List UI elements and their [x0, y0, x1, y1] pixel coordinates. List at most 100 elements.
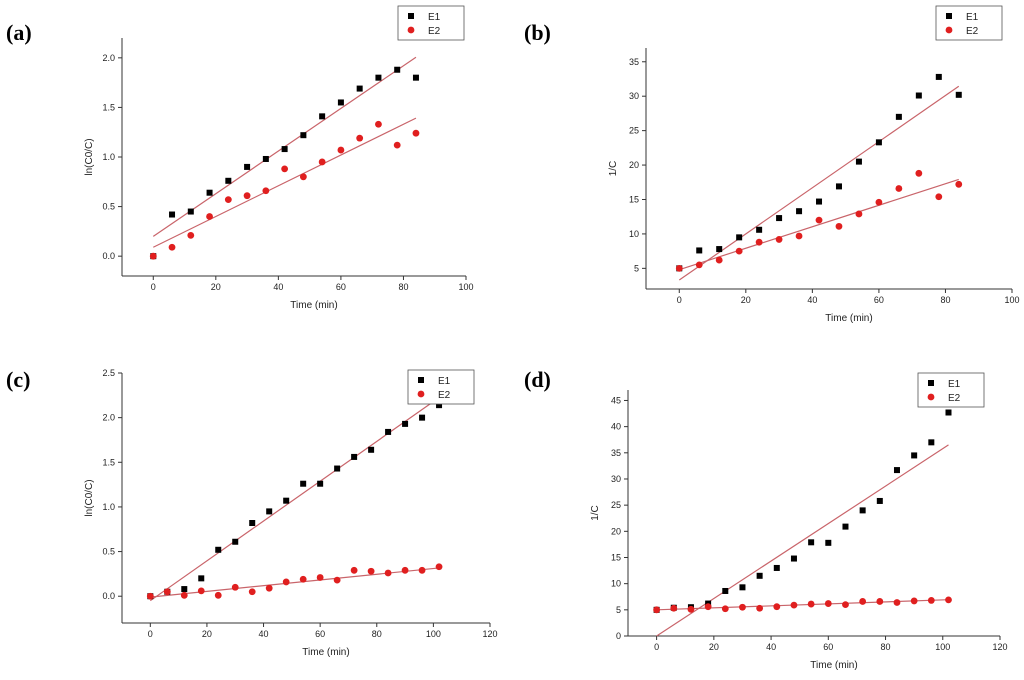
- y-axis-title: ln(C0/C): [84, 479, 95, 516]
- data-point-e2: [695, 261, 703, 269]
- y-tick-label: 45: [611, 395, 621, 405]
- data-point-e1: [915, 92, 922, 99]
- data-point-e2: [197, 587, 205, 595]
- data-point-e1: [225, 177, 232, 184]
- y-tick-label: 1.5: [102, 457, 115, 467]
- data-point-e2: [790, 601, 798, 609]
- data-point-e1: [756, 226, 763, 233]
- panel-label: (c): [6, 367, 30, 392]
- data-point-e2: [299, 575, 307, 583]
- legend-marker-e1: [418, 377, 424, 383]
- y-tick-label: 2.0: [102, 53, 115, 63]
- legend-marker-e1: [928, 380, 934, 386]
- y-axis-title: ln(C0/C): [84, 138, 95, 175]
- data-point-e2: [248, 588, 256, 596]
- data-point-e2: [739, 603, 746, 611]
- data-point-e1: [249, 520, 256, 526]
- legend-box: [917, 372, 985, 408]
- y-tick-label: 30: [629, 91, 639, 101]
- fit-line-e1: [149, 397, 440, 602]
- data-point-e1: [337, 99, 344, 106]
- legend-marker-e2: [945, 26, 953, 34]
- data-point-e2: [337, 146, 345, 154]
- x-tick-label: 20: [211, 282, 221, 292]
- panel-label: (b): [524, 20, 551, 45]
- data-point-e2: [895, 185, 903, 192]
- legend-marker-e2: [407, 26, 415, 34]
- data-point-e1: [232, 538, 239, 545]
- x-tick-label: 100: [935, 642, 950, 652]
- y-tick-label: 5: [616, 605, 621, 615]
- fit-line-e2: [679, 178, 959, 271]
- x-tick-label: 120: [992, 642, 1007, 652]
- data-point-e1: [436, 402, 443, 409]
- legend-marker-e2: [927, 393, 935, 401]
- data-point-e2: [927, 597, 935, 604]
- y-tick-label: 15: [611, 552, 621, 562]
- data-point-e2: [670, 604, 678, 612]
- x-tick-label: 60: [336, 282, 346, 292]
- fit-line-e2: [150, 567, 440, 598]
- legend-box: [407, 369, 475, 405]
- data-point-e1: [244, 163, 251, 170]
- data-point-e1: [955, 91, 962, 98]
- x-tick-label: 0: [677, 295, 682, 305]
- x-tick-label: 80: [398, 282, 408, 292]
- data-point-e1: [893, 467, 900, 474]
- y-tick-label: 25: [611, 500, 621, 510]
- data-point-e1: [300, 480, 307, 487]
- data-point-e1: [895, 113, 902, 120]
- data-point-e1: [696, 247, 703, 254]
- data-point-e1: [402, 420, 409, 427]
- data-point-e1: [419, 414, 426, 421]
- y-tick-label: 35: [629, 57, 639, 67]
- data-point-e1: [356, 85, 363, 92]
- x-axis-title: Time (min): [290, 300, 337, 311]
- data-point-e2: [435, 563, 443, 571]
- data-point-e1: [776, 215, 783, 222]
- data-point-e1: [375, 74, 382, 81]
- data-point-e2: [163, 588, 171, 596]
- data-point-e1: [859, 507, 866, 514]
- data-point-e2: [265, 584, 273, 592]
- data-point-e2: [735, 247, 743, 255]
- data-point-e1: [169, 211, 176, 218]
- data-point-e1: [739, 584, 746, 591]
- fit-line-e1: [678, 85, 960, 281]
- data-point-e2: [653, 606, 661, 614]
- legend-label-e2: E2: [948, 393, 961, 404]
- legend-label-e1: E1: [948, 379, 961, 390]
- data-point-e2: [756, 604, 764, 612]
- y-tick-label: 30: [611, 474, 621, 484]
- legend-label-e1: E1: [428, 12, 441, 23]
- data-point-e1: [262, 155, 269, 162]
- x-tick-label: 100: [1004, 295, 1019, 305]
- data-point-e2: [815, 216, 823, 224]
- x-tick-label: 40: [807, 295, 817, 305]
- data-point-e1: [351, 453, 358, 460]
- data-point-e1: [385, 428, 392, 435]
- legend-box: [935, 5, 1003, 41]
- legend-marker-e1: [408, 13, 414, 19]
- data-point-e2: [824, 600, 832, 607]
- legend-marker-e2: [417, 390, 425, 398]
- data-point-e2: [715, 256, 723, 264]
- x-tick-label: 100: [426, 629, 441, 639]
- data-point-e1: [796, 208, 803, 215]
- data-point-e2: [915, 169, 923, 177]
- data-point-e1: [281, 146, 288, 153]
- data-point-e2: [412, 129, 420, 137]
- legend-label-e2: E2: [966, 26, 979, 37]
- data-point-e1: [319, 113, 326, 120]
- y-tick-label: 15: [629, 194, 639, 204]
- data-point-e1: [206, 189, 213, 196]
- chart-panel-b: (b) 0 20 40 60 80 100 5 10 15 20 25 30 35 Time (min) 1/…: [524, 5, 1020, 324]
- data-point-e2: [675, 264, 683, 272]
- data-point-e2: [795, 232, 803, 240]
- y-tick-label: 0.5: [102, 547, 115, 557]
- data-point-e1: [928, 439, 935, 446]
- y-tick-label: 0: [616, 631, 621, 641]
- data-point-e1: [716, 246, 723, 253]
- data-point-e1: [394, 66, 401, 73]
